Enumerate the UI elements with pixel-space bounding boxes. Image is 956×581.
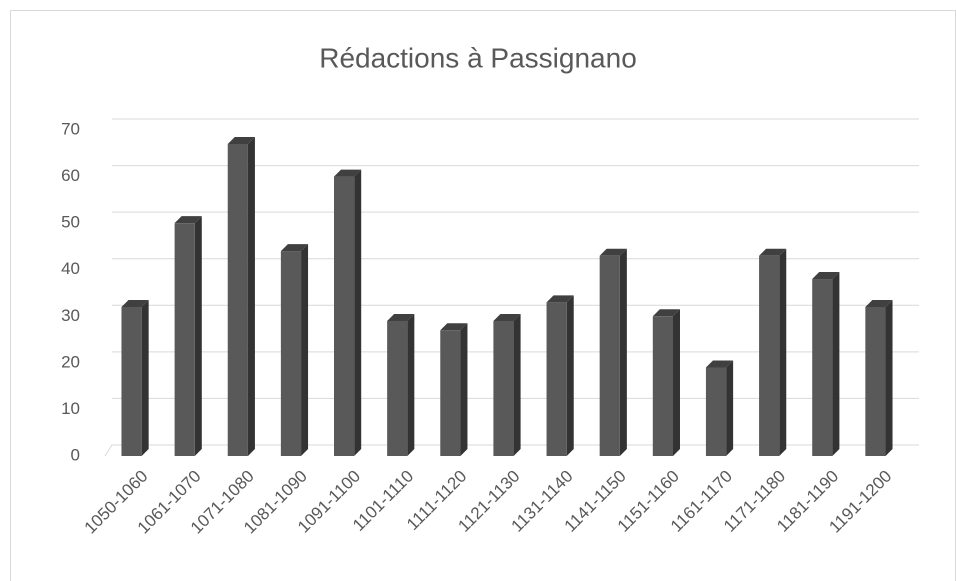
bar-side	[779, 248, 787, 456]
chart-title: Rédactions à Passignano	[319, 42, 637, 73]
bar	[174, 223, 195, 456]
bar	[812, 279, 833, 456]
bar-side	[354, 169, 362, 457]
y-tick-label: 20	[61, 352, 80, 371]
bar	[599, 255, 620, 456]
floor	[104, 444, 919, 457]
bar-top	[759, 248, 787, 256]
bar-top	[121, 299, 149, 307]
bar	[652, 316, 673, 456]
bar-top	[865, 299, 893, 307]
chart-border	[10, 10, 956, 581]
y-tick-label: 50	[61, 213, 80, 232]
bar-side	[566, 295, 574, 456]
y-tick-label: 40	[61, 259, 80, 278]
bar-side	[141, 299, 149, 456]
bar-top	[280, 244, 309, 252]
y-tick-label: 30	[61, 306, 80, 325]
bar-top	[227, 136, 255, 144]
y-tick-label: 10	[61, 399, 80, 418]
bar-top	[812, 272, 840, 280]
bar-side	[247, 136, 255, 456]
bar	[121, 306, 142, 456]
bar	[387, 320, 408, 456]
bar	[705, 367, 727, 456]
y-tick-label: 60	[61, 166, 80, 185]
y-tick-label: 0	[71, 445, 80, 464]
bar	[546, 302, 567, 456]
bar	[280, 251, 302, 456]
bar	[493, 320, 514, 456]
bar-side	[619, 248, 627, 456]
bar-top	[546, 295, 574, 303]
bar-side	[726, 360, 734, 456]
bar-top	[493, 313, 521, 321]
bar	[440, 330, 461, 456]
bar-side	[885, 299, 893, 456]
bar-top	[174, 216, 202, 224]
bar-side	[301, 244, 309, 456]
bar-top	[440, 323, 468, 331]
bar-side	[832, 272, 840, 456]
bar	[865, 306, 886, 456]
bar-top	[334, 169, 362, 177]
bar	[334, 176, 355, 457]
bar-side	[460, 323, 468, 456]
y-tick-label: 70	[61, 119, 80, 138]
bar-top	[387, 313, 415, 321]
bar	[227, 143, 248, 456]
bar-side	[407, 313, 415, 456]
bar	[759, 255, 780, 456]
bar-top	[652, 309, 680, 317]
bar-top	[705, 360, 734, 368]
bar-side	[672, 309, 680, 456]
bar-side	[194, 216, 202, 456]
bar-side	[513, 313, 521, 456]
bar-top	[599, 248, 627, 256]
